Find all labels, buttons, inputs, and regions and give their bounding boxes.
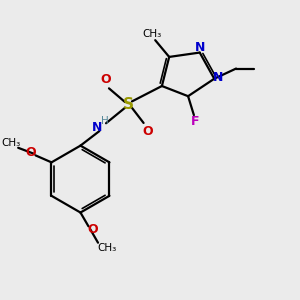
Text: CH₃: CH₃ [143, 29, 162, 39]
Text: O: O [100, 73, 110, 86]
Text: N: N [213, 71, 223, 84]
Text: H: H [101, 116, 109, 126]
Text: S: S [123, 98, 134, 112]
Text: O: O [25, 146, 36, 159]
Text: O: O [142, 125, 153, 138]
Text: N: N [92, 121, 103, 134]
Text: CH₃: CH₃ [97, 243, 116, 253]
Text: N: N [194, 41, 205, 54]
Text: O: O [88, 224, 98, 236]
Text: CH₃: CH₃ [1, 138, 20, 148]
Text: F: F [190, 115, 199, 128]
